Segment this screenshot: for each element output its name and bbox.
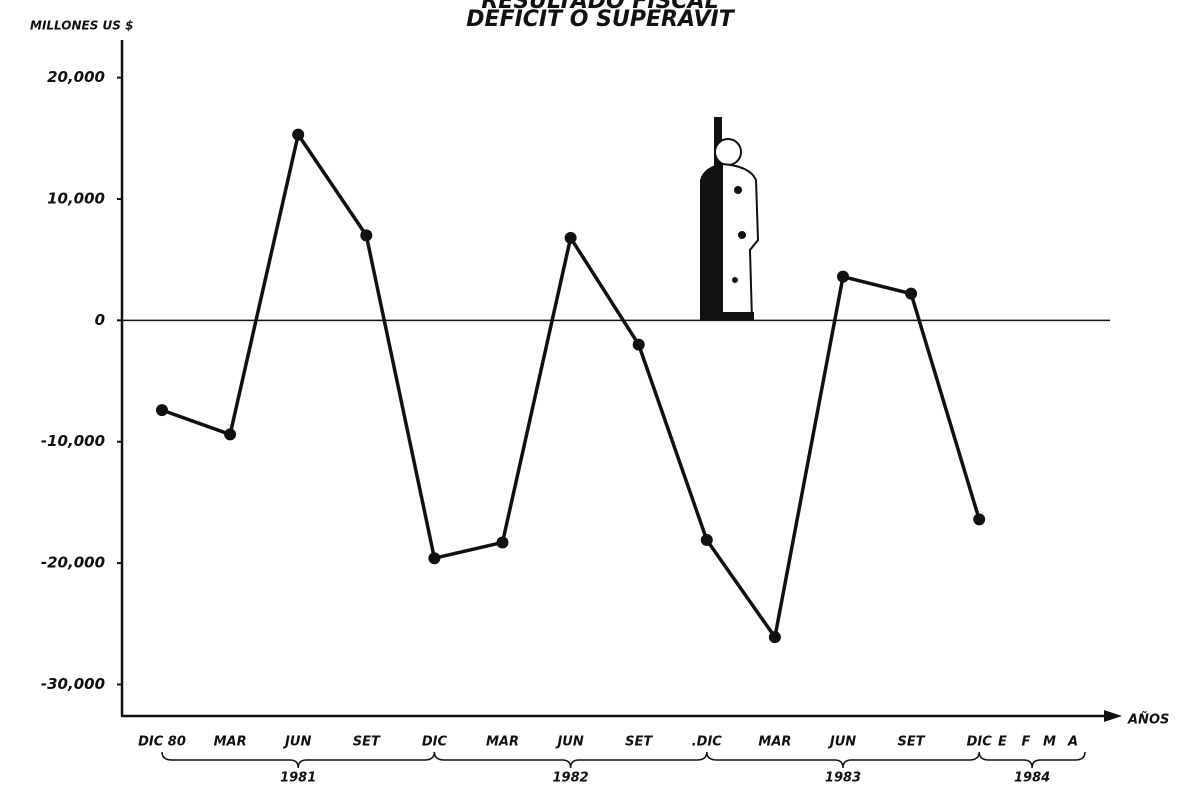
x-tick-label: F [1022, 735, 1031, 750]
year-label: 1983 [825, 771, 861, 786]
point [769, 631, 781, 643]
point [905, 288, 917, 300]
y-tick-label: -20,000 [41, 554, 105, 572]
y-tick-label: -10,000 [41, 432, 105, 450]
x-tick-label: DIC [967, 735, 993, 750]
axis-arrow [1104, 710, 1122, 722]
x-tick-label: JUN [554, 735, 583, 750]
x-tick-label: SET [353, 735, 381, 750]
y-tick-label: 10,000 [47, 189, 105, 207]
line [162, 135, 979, 637]
x-axis-label: AÑOS [1127, 712, 1169, 728]
x-tick-label: MAR [758, 735, 791, 750]
point [837, 271, 849, 283]
year-label: 1981 [280, 771, 316, 786]
chart: RESULTADO FISCAL DEFICIT O SUPERAVIT MIL… [0, 0, 1194, 786]
x-tick-label: MAR [214, 735, 247, 750]
point [701, 534, 713, 546]
y-axis-label: MILLONES US $ [30, 19, 133, 33]
year-brace [434, 752, 706, 768]
x-tick-label: SET [898, 735, 926, 750]
x-tick-label: JUN [827, 735, 856, 750]
point [292, 129, 304, 141]
y-tick-label: 20,000 [47, 68, 105, 86]
x-tick-label: JUN [282, 735, 311, 750]
year-label: 1984 [1014, 771, 1050, 786]
point [633, 339, 645, 351]
y-tick-label: -30,000 [41, 675, 105, 693]
point [156, 404, 168, 416]
year-brace [162, 752, 434, 768]
x-tick-label: MAR [486, 735, 519, 750]
x-tick-label: DIC 80 [138, 735, 186, 750]
point [497, 536, 509, 548]
year-label: 1982 [553, 771, 589, 786]
x-tick-label: M [1043, 735, 1056, 750]
x-tick-label: DIC [422, 735, 448, 750]
figure [700, 117, 758, 320]
year-brace [707, 752, 979, 768]
point [565, 232, 577, 244]
y-tick-label: 0 [95, 311, 105, 329]
year-brace [979, 752, 1085, 768]
x-tick-label: E [998, 735, 1007, 750]
point [428, 552, 440, 564]
point [360, 229, 372, 241]
point [973, 513, 985, 525]
chart-subtitle: DEFICIT O SUPERAVIT [466, 7, 735, 32]
x-tick-label: A [1067, 735, 1078, 750]
x-tick-label: .DIC [692, 735, 723, 750]
point [224, 428, 236, 440]
x-tick-label: SET [625, 735, 653, 750]
